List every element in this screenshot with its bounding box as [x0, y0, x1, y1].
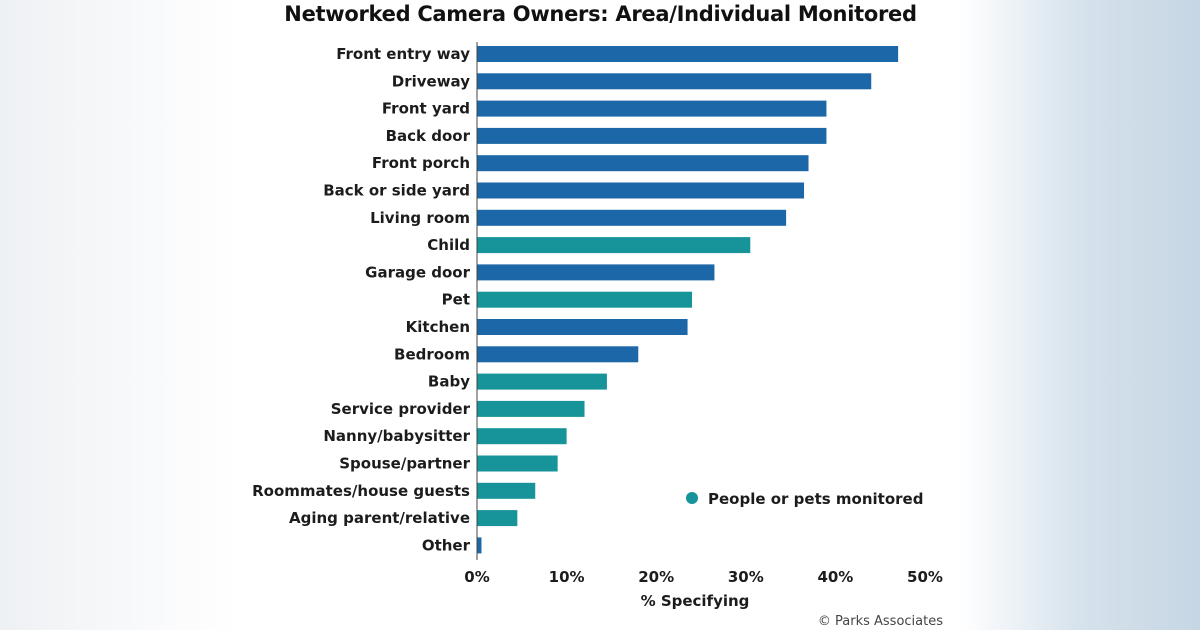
category-label: Back door [386, 127, 471, 145]
category-label: Driveway [392, 72, 470, 90]
bar [477, 209, 787, 226]
category-label: Baby [428, 373, 470, 391]
credit-text: © Parks Associates [818, 614, 943, 629]
bar [477, 510, 518, 527]
x-tick-label: 50% [907, 568, 943, 586]
category-label: Front porch [372, 154, 470, 172]
bar [477, 482, 536, 499]
bar [477, 428, 567, 445]
legend-label: People or pets monitored [708, 490, 923, 508]
category-label: Kitchen [406, 318, 470, 336]
category-label: Other [422, 536, 471, 554]
bar [477, 346, 639, 363]
x-tick-label: 20% [638, 568, 674, 586]
category-label: Service provider [331, 400, 471, 418]
bar [477, 182, 805, 199]
bar [477, 264, 715, 281]
x-tick-label: 0% [464, 568, 489, 586]
x-tick-label: 30% [728, 568, 764, 586]
chart-title: Networked Camera Owners: Area/Individual… [284, 2, 917, 26]
bar [477, 537, 482, 554]
category-label: Bedroom [394, 345, 470, 363]
legend: People or pets monitored [686, 490, 923, 508]
category-label: Front yard [382, 100, 470, 118]
category-label: Garage door [365, 263, 470, 281]
category-label: Spouse/partner [339, 455, 470, 473]
category-label: Pet [442, 291, 470, 309]
bar [477, 155, 809, 172]
category-label: Living room [370, 209, 470, 227]
bar [477, 291, 693, 308]
x-axis-title: % Specifying [641, 592, 750, 610]
bar [477, 455, 558, 472]
bar [477, 237, 751, 254]
x-tick-label: 10% [549, 568, 585, 586]
category-label: Back or side yard [323, 182, 470, 200]
category-label: Nanny/babysitter [323, 427, 470, 445]
legend-marker [686, 492, 698, 504]
category-label: Child [427, 236, 470, 254]
x-tick-label: 40% [817, 568, 853, 586]
category-label: Aging parent/relative [289, 509, 470, 527]
bar [477, 319, 688, 335]
bar [477, 46, 899, 62]
category-label: Front entry way [336, 45, 470, 63]
category-label: Roommates/house guests [252, 482, 470, 500]
bar [477, 100, 827, 117]
bar [477, 73, 872, 90]
bar [477, 127, 827, 144]
bar [477, 400, 585, 417]
bar [477, 373, 607, 390]
